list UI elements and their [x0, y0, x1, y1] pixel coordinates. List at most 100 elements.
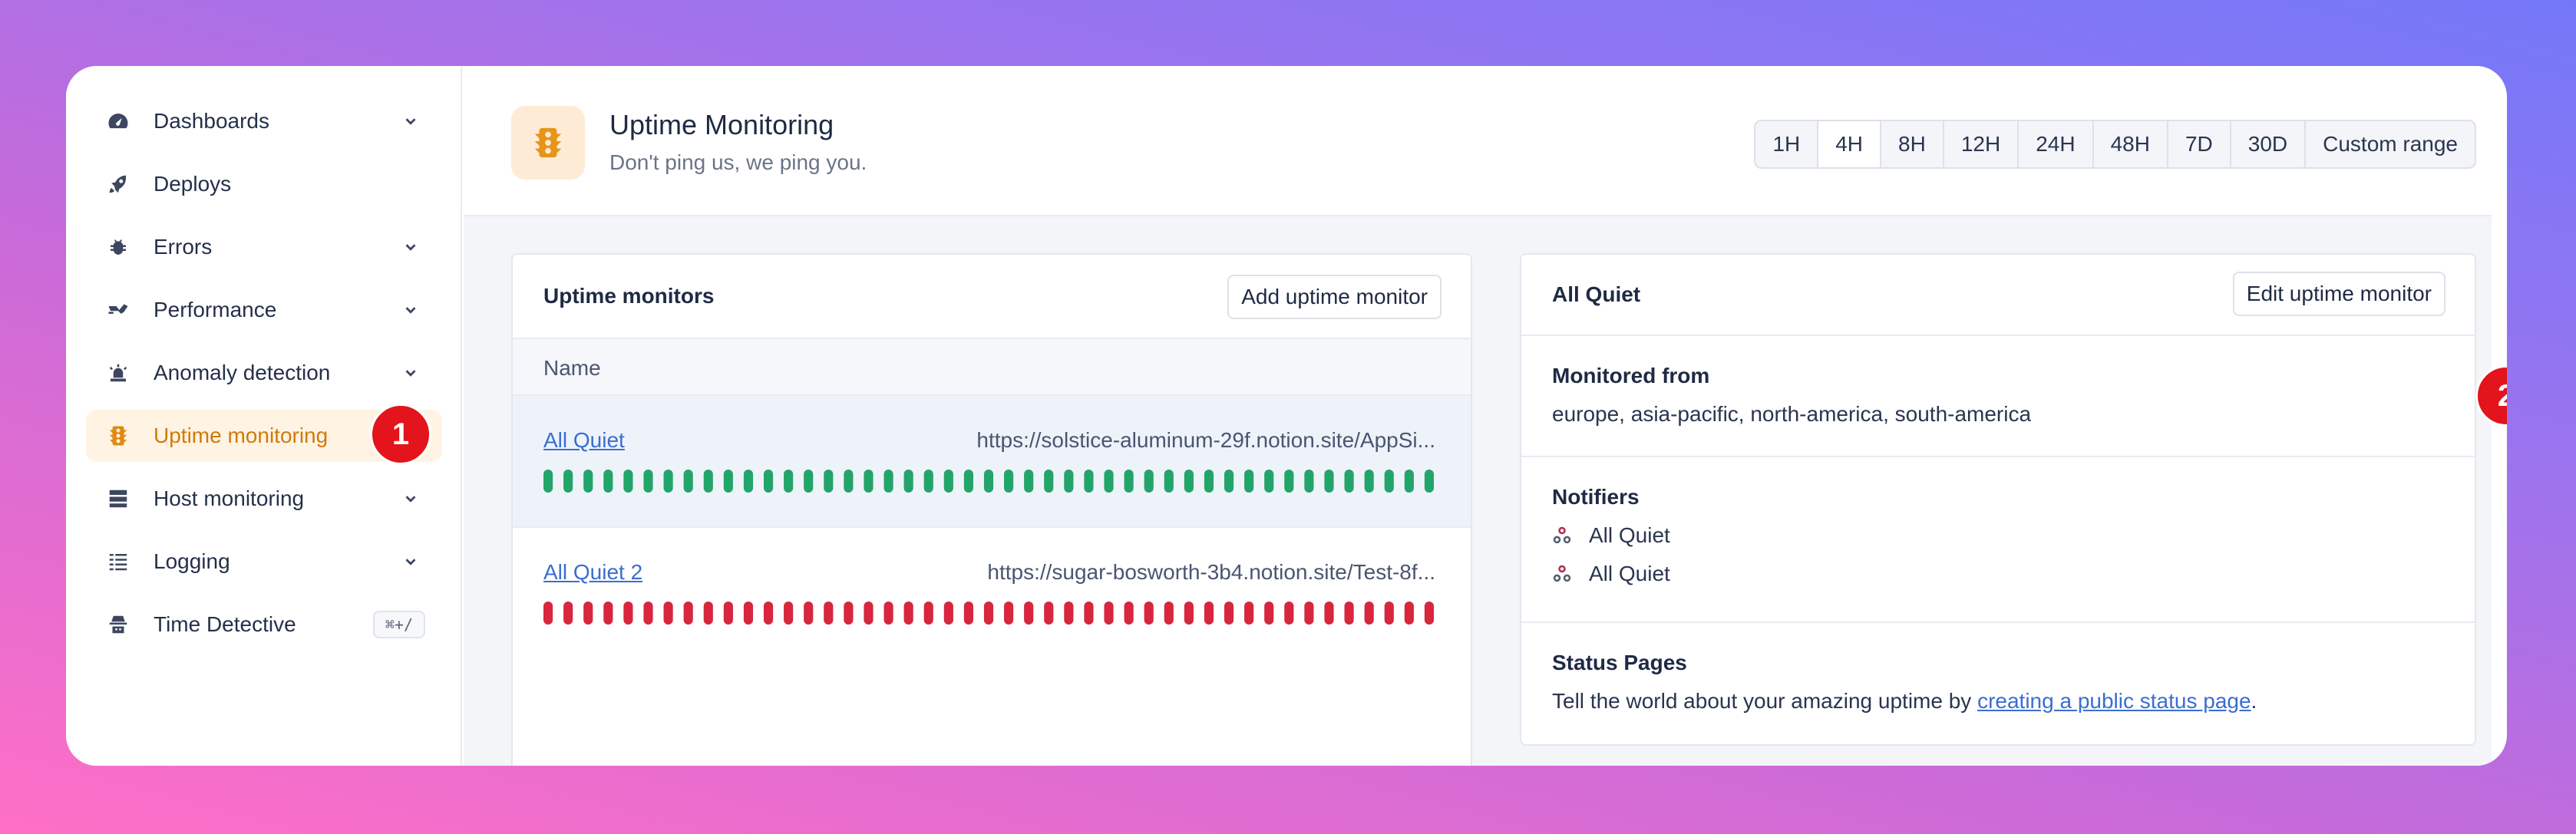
uptime-bar[interactable]: [1184, 470, 1194, 493]
uptime-bar[interactable]: [923, 470, 933, 493]
uptime-bar[interactable]: [563, 602, 573, 625]
uptime-bar[interactable]: [663, 470, 673, 493]
sidebar-item-host-monitoring[interactable]: Host monitoring: [86, 473, 442, 525]
uptime-bar[interactable]: [663, 602, 673, 625]
sidebar-item-dashboards[interactable]: Dashboards: [86, 95, 442, 147]
uptime-bar[interactable]: [1044, 602, 1054, 625]
range-24h[interactable]: 24H: [2019, 121, 2094, 167]
uptime-bar[interactable]: [1124, 602, 1134, 625]
sidebar-item-errors[interactable]: Errors: [86, 221, 442, 273]
uptime-bar[interactable]: [804, 602, 814, 625]
uptime-bar[interactable]: [1064, 602, 1074, 625]
uptime-bar[interactable]: [563, 470, 573, 493]
sidebar-item-deploys[interactable]: Deploys: [86, 158, 442, 210]
uptime-bar[interactable]: [1024, 470, 1034, 493]
uptime-bar[interactable]: [1144, 470, 1154, 493]
uptime-bar[interactable]: [703, 602, 713, 625]
monitor-name-link[interactable]: All Quiet 2: [543, 560, 643, 584]
uptime-bar[interactable]: [844, 602, 854, 625]
sidebar-item-anomaly-detection[interactable]: Anomaly detection: [86, 347, 442, 399]
uptime-bar[interactable]: [643, 602, 653, 625]
uptime-bar[interactable]: [763, 470, 774, 493]
uptime-bar[interactable]: [743, 470, 754, 493]
chevron-down-icon[interactable]: [402, 299, 424, 321]
uptime-bar[interactable]: [824, 470, 834, 493]
uptime-bar[interactable]: [1024, 602, 1034, 625]
uptime-bar[interactable]: [683, 602, 693, 625]
range-8h[interactable]: 8H: [1881, 121, 1944, 167]
uptime-bar[interactable]: [883, 602, 893, 625]
uptime-bar[interactable]: [963, 602, 973, 625]
uptime-bar[interactable]: [1324, 602, 1334, 625]
uptime-bar[interactable]: [1384, 470, 1394, 493]
uptime-bar[interactable]: [983, 470, 994, 493]
uptime-bar[interactable]: [1004, 602, 1014, 625]
range-4h[interactable]: 4H: [1818, 121, 1882, 167]
uptime-bar[interactable]: [623, 602, 633, 625]
uptime-bar[interactable]: [1264, 470, 1274, 493]
uptime-bar[interactable]: [643, 470, 653, 493]
uptime-bar[interactable]: [723, 470, 733, 493]
uptime-bar[interactable]: [1124, 470, 1134, 493]
chevron-down-icon[interactable]: [402, 551, 424, 572]
chevron-down-icon[interactable]: [402, 362, 424, 384]
uptime-bar[interactable]: [1144, 602, 1154, 625]
notifier-item[interactable]: All Quiet: [1552, 562, 1670, 586]
range-1h[interactable]: 1H: [1755, 121, 1819, 167]
create-status-page-link[interactable]: creating a public status page: [1977, 689, 2251, 713]
uptime-bar[interactable]: [824, 602, 834, 625]
uptime-bar[interactable]: [943, 602, 953, 625]
uptime-bar[interactable]: [1164, 602, 1174, 625]
uptime-bar[interactable]: [703, 470, 713, 493]
chevron-down-icon[interactable]: [402, 488, 424, 509]
uptime-bar[interactable]: [683, 470, 693, 493]
uptime-bar[interactable]: [1084, 470, 1094, 493]
uptime-bar[interactable]: [844, 470, 854, 493]
uptime-bar[interactable]: [743, 602, 754, 625]
uptime-bar[interactable]: [1064, 470, 1074, 493]
uptime-bar[interactable]: [1364, 602, 1374, 625]
uptime-bar[interactable]: [1424, 602, 1434, 625]
uptime-bar[interactable]: [1244, 602, 1254, 625]
uptime-bar[interactable]: [784, 470, 794, 493]
add-uptime-monitor-button[interactable]: Add uptime monitor: [1227, 275, 1442, 319]
uptime-bar[interactable]: [1284, 602, 1294, 625]
uptime-bar[interactable]: [1284, 470, 1294, 493]
table-row[interactable]: All Quiet https://solstice-aluminum-29f.…: [513, 396, 1471, 526]
uptime-bar[interactable]: [983, 602, 994, 625]
range-30d[interactable]: 30D: [2231, 121, 2307, 167]
uptime-bar[interactable]: [1224, 470, 1234, 493]
uptime-bar[interactable]: [603, 602, 613, 625]
uptime-bar[interactable]: [583, 602, 593, 625]
uptime-bar[interactable]: [723, 602, 733, 625]
uptime-bar[interactable]: [583, 470, 593, 493]
uptime-bar[interactable]: [883, 470, 893, 493]
range-custom[interactable]: Custom range: [2323, 132, 2458, 156]
uptime-bar[interactable]: [963, 470, 973, 493]
uptime-bar[interactable]: [623, 470, 633, 493]
uptime-bar[interactable]: [1184, 602, 1194, 625]
uptime-bar[interactable]: [943, 470, 953, 493]
uptime-bar[interactable]: [1384, 602, 1394, 625]
uptime-bar[interactable]: [804, 470, 814, 493]
uptime-bar[interactable]: [864, 602, 874, 625]
uptime-bar[interactable]: [864, 470, 874, 493]
range-7d[interactable]: 7D: [2168, 121, 2231, 167]
monitor-name-link[interactable]: All Quiet: [543, 428, 625, 452]
range-12h[interactable]: 12H: [1944, 121, 2020, 167]
uptime-bar[interactable]: [1264, 602, 1274, 625]
notifier-item[interactable]: All Quiet: [1552, 523, 1670, 548]
uptime-bar[interactable]: [1304, 602, 1314, 625]
uptime-bar[interactable]: [1084, 602, 1094, 625]
uptime-bar[interactable]: [1344, 602, 1354, 625]
sidebar-item-logging[interactable]: Logging: [86, 536, 442, 588]
uptime-bar[interactable]: [1404, 470, 1414, 493]
chevron-down-icon[interactable]: [402, 236, 424, 258]
uptime-bar[interactable]: [1364, 470, 1374, 493]
uptime-bar[interactable]: [543, 470, 553, 493]
uptime-bar[interactable]: [763, 602, 774, 625]
uptime-bar[interactable]: [903, 602, 913, 625]
uptime-bar[interactable]: [1324, 470, 1334, 493]
range-48h[interactable]: 48H: [2094, 121, 2168, 167]
uptime-bar[interactable]: [1424, 470, 1434, 493]
